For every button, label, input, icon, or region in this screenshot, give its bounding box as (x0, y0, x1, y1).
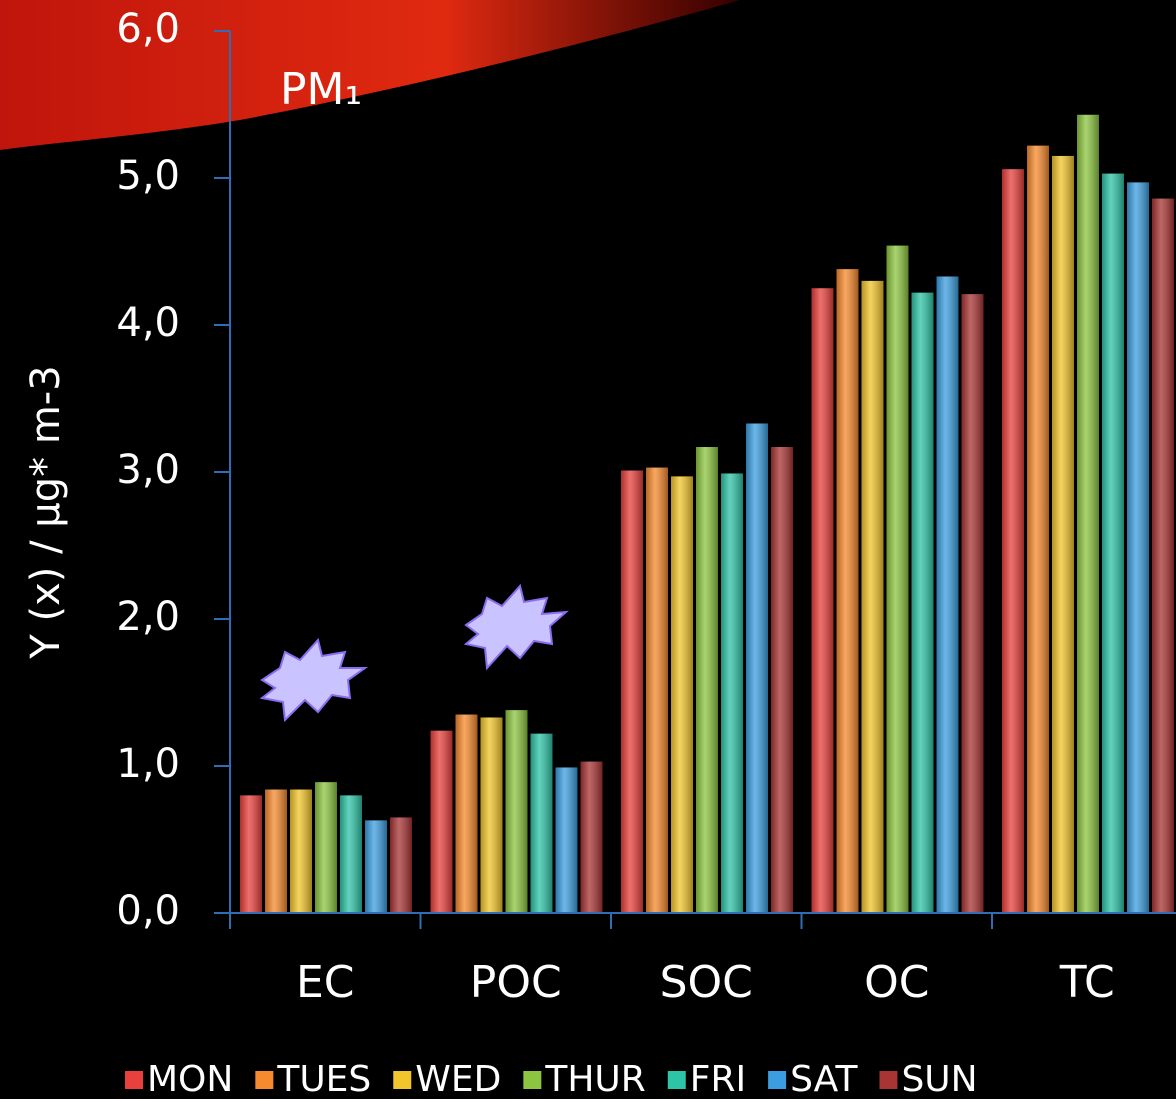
bar-shine (812, 288, 834, 913)
legend-swatch (523, 1071, 541, 1089)
legend-label: THUR (544, 1059, 645, 1099)
bar-shine (1127, 182, 1149, 913)
y-tick-label: 2,0 (116, 594, 180, 640)
bar-shine (1027, 146, 1049, 913)
bar-shine (390, 817, 412, 913)
bar-shine (721, 473, 743, 913)
starburst (466, 586, 566, 668)
bar-shine (696, 447, 718, 913)
starburst (262, 640, 365, 720)
chart: PM₁ Y (x) / µg* m-3 0,0 1,0 2,0 3,0 4,0 5,0 6,… (0, 0, 1176, 1099)
bar-shine (771, 447, 793, 913)
legend-label: WED (415, 1059, 501, 1099)
legend-swatch (668, 1071, 686, 1089)
bar-shine (265, 790, 287, 913)
y-tick-label: 5,0 (116, 153, 180, 199)
bar-shine (837, 269, 859, 913)
bar-shine (365, 820, 387, 913)
legend-label: FRI (690, 1059, 746, 1099)
bar-shine (887, 246, 909, 913)
bar-shine (581, 762, 603, 913)
bar-shine (671, 476, 693, 913)
chart-title: PM₁ (280, 64, 362, 115)
bar-shine (912, 293, 934, 913)
x-tick-label: POC (470, 957, 562, 1008)
legend-swatch (879, 1071, 897, 1089)
bar-shine (621, 471, 643, 913)
decoration (0, 0, 740, 150)
y-tick-label: 6,0 (116, 6, 180, 52)
bar-shine (962, 294, 984, 913)
bar-shine (340, 795, 362, 913)
legend-swatch (768, 1071, 786, 1089)
y-tick-label: 1,0 (116, 741, 180, 787)
bar-shine (456, 715, 478, 913)
bar-shine (1102, 174, 1124, 913)
y-tick-label: 4,0 (116, 300, 180, 346)
x-tick-label: TC (1059, 957, 1115, 1008)
y-tick-label: 0,0 (116, 888, 180, 934)
bar-shine (481, 717, 503, 913)
bar-shine (746, 423, 768, 913)
legend-label: SUN (901, 1059, 977, 1099)
y-tick-label: 3,0 (116, 447, 180, 493)
bar-shine (1077, 115, 1099, 913)
bar-shine (431, 731, 453, 913)
legend-swatch (255, 1071, 273, 1089)
bar-shine (862, 281, 884, 913)
bar-shine (290, 790, 312, 913)
x-tick-label: SOC (660, 957, 753, 1008)
x-tick-label: OC (864, 957, 929, 1008)
bar-shine (1002, 169, 1024, 913)
bar-shine (506, 710, 528, 913)
bar-shine (937, 276, 959, 913)
bar-shine (240, 795, 262, 913)
bar-shine (315, 782, 337, 913)
bar-shine (556, 767, 578, 913)
bar-shine (646, 468, 668, 913)
bar-shine (1152, 199, 1174, 913)
bar-shine (1052, 156, 1074, 913)
bar-shine (531, 734, 553, 913)
legend-swatch (125, 1071, 143, 1089)
legend-swatch (393, 1071, 411, 1089)
legend-label: MON (147, 1059, 233, 1099)
legend-label: SAT (790, 1059, 858, 1099)
x-tick-label: EC (296, 957, 355, 1008)
legend-label: TUES (276, 1059, 371, 1099)
y-axis-label: Y (x) / µg* m-3 (23, 365, 69, 659)
